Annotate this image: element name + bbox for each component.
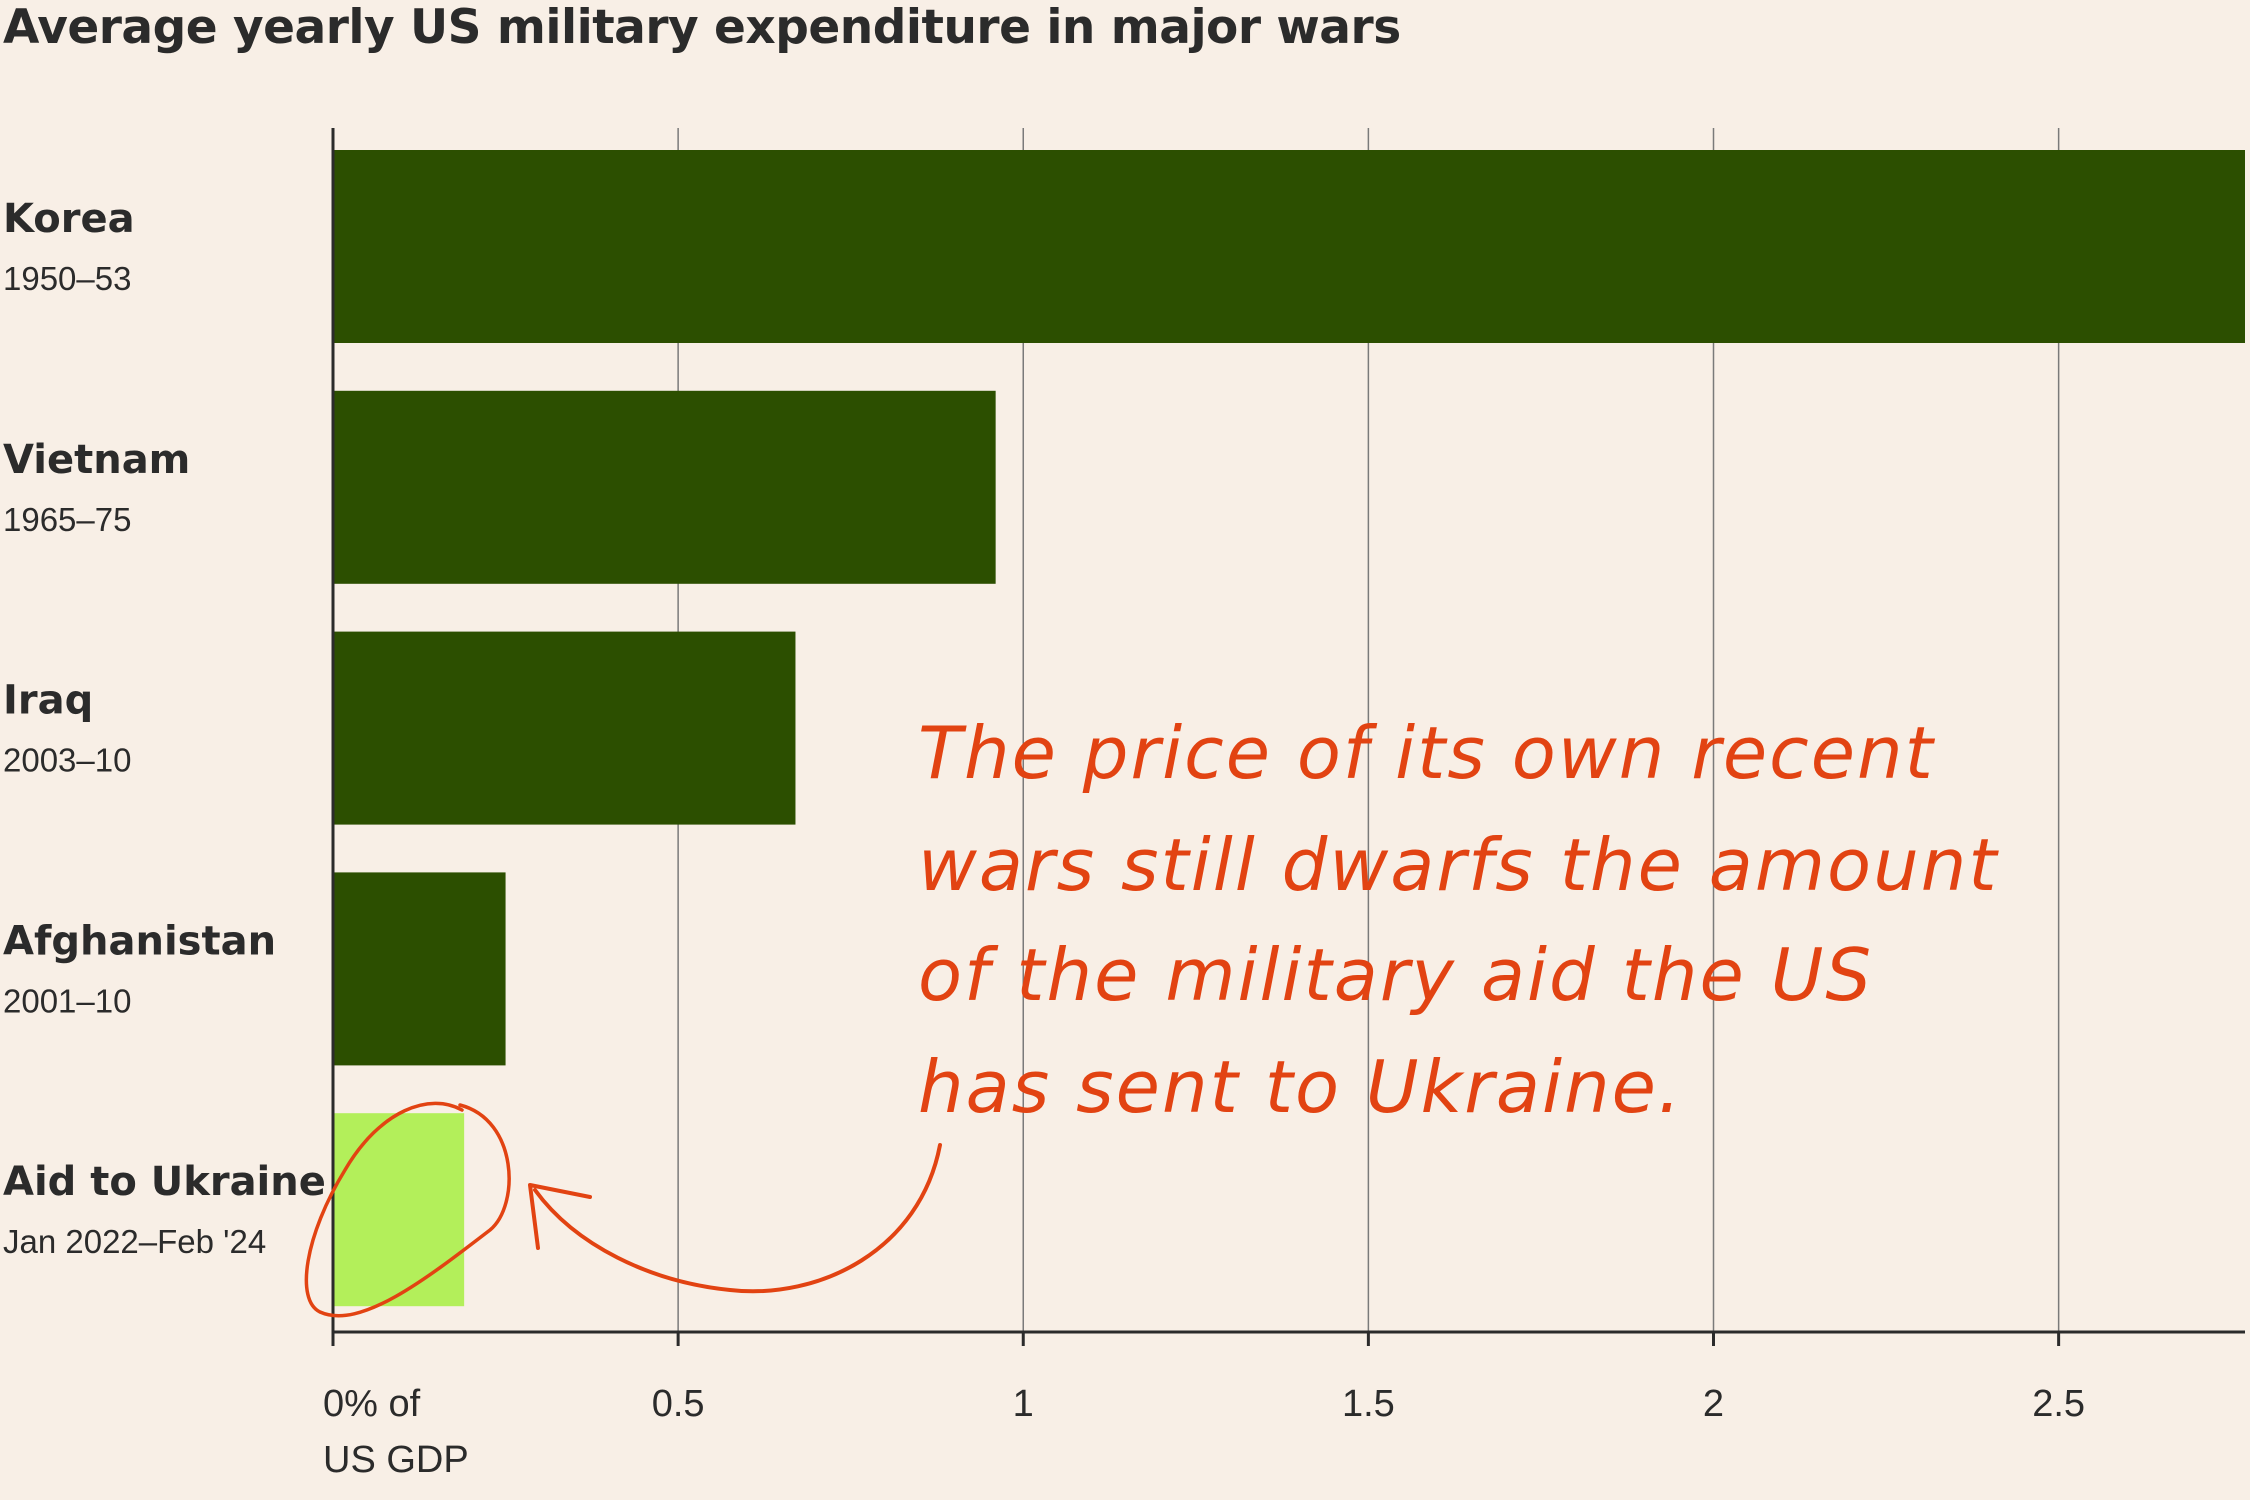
annotation-arrow-curve [533,1143,942,1294]
annotation: The price of its own recent wars still d… [304,711,1999,1318]
annotation-arrow-head [528,1183,592,1250]
category-label: Korea [3,196,135,242]
tick-labels: 0% of US GDP 0.5 1 1.5 2 2.5 [323,1383,2085,1481]
category-period: Jan 2022–Feb '24 [3,1223,266,1260]
category-label: Aid to Ukraine [3,1159,326,1205]
category-label: Afghanistan [3,918,276,964]
tick-label: 1.5 [1342,1383,1395,1425]
annotation-line-4: has sent to Ukraine. [918,1045,1683,1129]
annotation-line-1: The price of its own recent [918,711,1936,795]
bar-afghanistan [333,872,506,1066]
category-period: 1950–53 [3,260,131,297]
tick-label: 0.5 [652,1383,705,1425]
tick-label: 2.5 [2032,1383,2085,1425]
tick-label: 1 [1013,1383,1034,1425]
chart-title: Average yearly US military expenditure i… [3,0,1401,55]
category-labels: Korea 1950–53 Vietnam 1965–75 Iraq 2003–10 Afg… [3,196,326,1260]
tick-label: 0% of [323,1383,421,1425]
tick-marks [331,1332,2061,1346]
category-period: 1965–75 [3,501,131,538]
category-label: Vietnam [3,437,190,483]
category-period: 2001–10 [3,982,131,1019]
tick-label-unit: US GDP [323,1439,469,1481]
annotation-line-2: wars still dwarfs the amount [918,823,1999,907]
bar-vietnam [333,390,996,584]
bars [333,150,2245,1307]
category-period: 2003–10 [3,742,131,779]
category-label: Iraq [3,678,93,724]
tick-label: 2 [1703,1383,1724,1425]
annotation-line-3: of the military aid the US [918,933,1873,1017]
bar-aid-to-ukraine [333,1113,465,1307]
annotation-circle [304,1101,511,1318]
bar-korea [333,150,2245,343]
axes [331,128,2245,1334]
bar-iraq [333,631,796,825]
